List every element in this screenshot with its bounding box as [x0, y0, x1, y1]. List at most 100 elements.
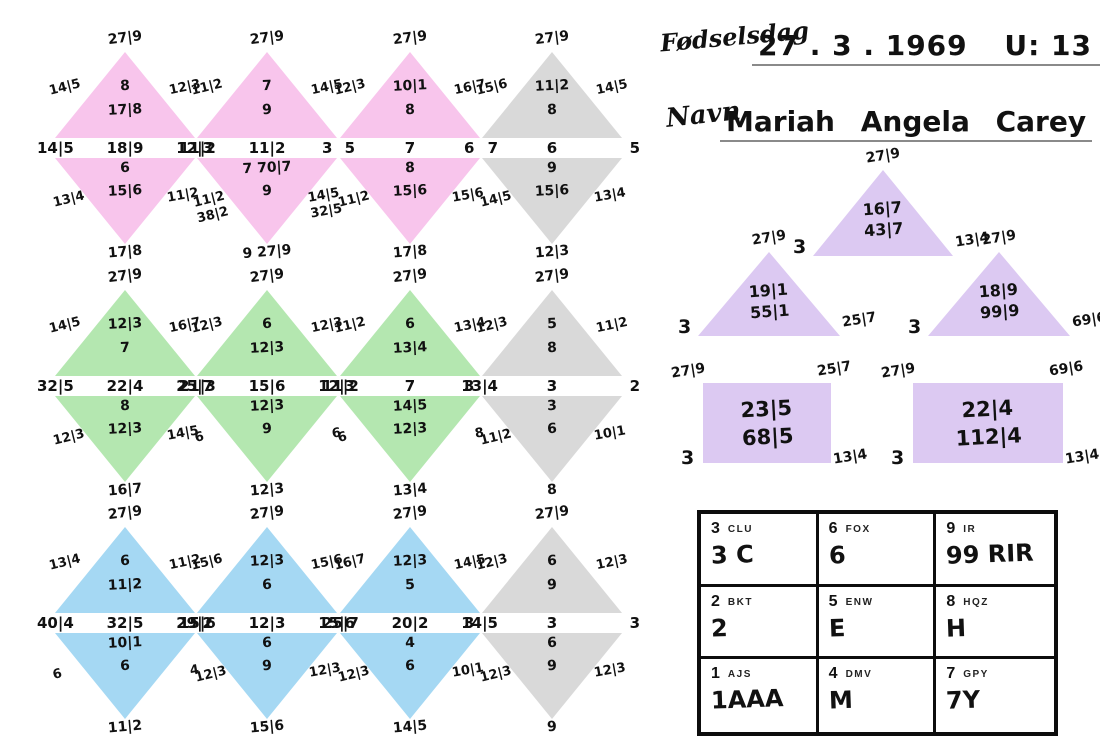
- diamond-band-center: 18|9: [106, 139, 144, 157]
- diamond-top-label: 27|9: [106, 27, 144, 49]
- grid-cell-number: 5: [828, 592, 838, 610]
- diamond-band-left: 3: [322, 139, 333, 157]
- diamond-band-left: 14|5: [37, 139, 74, 157]
- diamond-top-label: 27|9: [533, 27, 571, 49]
- diamond-top-label: 27|9: [391, 265, 429, 287]
- diamond-band-left: 21|3: [179, 377, 216, 395]
- grid-cell-printed-label: 4 DMV: [829, 666, 924, 682]
- rectangle-top-right-label: 25|7: [815, 358, 853, 380]
- diamond-band-center: 11|2: [248, 139, 286, 157]
- grid-cell-printed-label: 7 GPY: [946, 666, 1044, 682]
- grid-cell-number: 3: [711, 520, 720, 537]
- grid-cell-number: 6: [828, 520, 838, 537]
- grid-cell-printed-label: 6 FOX: [829, 521, 924, 537]
- diamond-band-center: 7: [404, 377, 416, 395]
- rectangle-bottom-left-label: 3: [681, 447, 695, 469]
- diamond-band-left: 40|4: [37, 614, 74, 632]
- diamond-band-left: 11|2: [322, 377, 359, 395]
- grid-cell-handwritten-value: 2: [710, 613, 729, 643]
- diamond-band-right: 15|6: [318, 614, 355, 632]
- rectangle-top-left-label: 27|9: [669, 360, 707, 382]
- grid-cell-number: 1: [711, 665, 720, 683]
- diamond-band-center: 32|5: [106, 614, 144, 632]
- rectangle-top-left-label: 27|9: [879, 360, 917, 382]
- diamond-band-center: 3: [546, 377, 558, 395]
- name-value: Mariah Angela Carey: [726, 105, 1087, 138]
- diamond-gray: 27|9 5 8 3 6 3 3 2 12|3 11|2 11|2 10|1 8: [464, 266, 640, 500]
- triangle-right-vertex-label: 69|6: [1070, 309, 1100, 331]
- diamond-band-left: 15|6: [179, 614, 216, 632]
- grid-cell: 9 IR 99 RIR: [936, 514, 1054, 587]
- grid-cell-handwritten-value: 99 RIR: [945, 538, 1035, 570]
- diamond-green: 27|9 6 12|3 12|3 9 21|3 15|6 12|3 12|3 12|3 6 6 12|3: [179, 266, 355, 500]
- diamond-band-right: 12|3: [318, 377, 355, 395]
- grid-cell: 1 AJS 1AAA: [701, 659, 819, 732]
- diamond-top-label: 27|9: [391, 27, 429, 49]
- life-rectangle: [703, 383, 831, 463]
- grid-cell-handwritten-value: 6: [828, 541, 846, 570]
- diamond-band-left: 32|5: [37, 377, 74, 395]
- diamond-pink: 27|9 10|1 8 8 15|6 3 7 7 12|3 16|7 11|2 15|6 17|8: [322, 28, 498, 262]
- diamond-band-center: 15|6: [248, 377, 286, 395]
- triangle-left-vertex-label: 3: [678, 316, 692, 338]
- grid-cell-number: 4: [828, 665, 838, 683]
- diamond-pink: 27|9 7 9 7 70|7 9 11|2 11|2 5 11|2 14|5 11|2 38|2 14…: [179, 28, 355, 262]
- grid-cell-code: GPY: [963, 669, 989, 681]
- diamond-pink: 27|9 8 17|8 6 15|6 14|5 18|9 12|3 14|5 12|3 13|4 11…: [37, 28, 213, 262]
- grid-cell: 3 CLU 3 C: [701, 514, 819, 587]
- grid-cell-handwritten-value: M: [828, 686, 854, 715]
- rectangle-values: 23|5 68|5: [702, 392, 833, 455]
- diamond-band-center: 12|3: [248, 614, 286, 632]
- birthday-value: 27 . 3 . 1969: [758, 29, 968, 62]
- triangle-right-vertex-label: 25|7: [840, 309, 878, 331]
- grid-cell-printed-label: 2 BKT: [711, 593, 806, 610]
- grid-cell-handwritten-value: 3 C: [710, 540, 755, 570]
- grid-cell-printed-label: 5 ENW: [828, 592, 924, 610]
- grid-cell-number: 7: [946, 665, 956, 683]
- diamond-band-right: 7: [487, 139, 498, 157]
- diamond-gray: 27|9 6 9 6 9 3 3 3 12|3 12|3 12|3 12|3 9: [464, 503, 640, 737]
- birthday-line: 27 . 3 . 1969 U: 13: [752, 12, 1100, 66]
- diamond-band-center: 22|4: [106, 377, 144, 395]
- grid-cell-printed-label: 8 HQZ: [946, 592, 1044, 610]
- diamond-band-center: 20|2: [391, 614, 429, 632]
- u-value: U: 13: [1004, 29, 1092, 62]
- grid-cell-number: 8: [946, 592, 956, 610]
- grid-cell: 2 BKT 2: [701, 586, 819, 660]
- diamond-band-right: 14|5: [461, 614, 498, 632]
- grid-cell-handwritten-value: 7Y: [945, 685, 981, 716]
- grid-cell-printed-label: 3 CLU: [711, 521, 806, 537]
- diamond-top-label: 27|9: [106, 265, 144, 287]
- triangle-left-vertex-label: 3: [793, 236, 807, 258]
- rectangle-top-right-label: 69|6: [1047, 358, 1085, 380]
- grid-cell-code: DMV: [845, 669, 873, 681]
- diamond-band-left: 3: [464, 614, 475, 632]
- diamond-band-right: 5: [629, 139, 640, 157]
- grid-cell-code: FOX: [845, 524, 871, 535]
- diamond-band-left: 3: [464, 377, 475, 395]
- rectangle-bottom-right-label: 13|4: [1063, 446, 1100, 468]
- life-rectangle: [913, 383, 1063, 463]
- diamond-band-right: 5: [344, 139, 355, 157]
- grid-cell: 5 ENW E: [818, 586, 937, 660]
- diamond-blue: 27|9 12|3 5 4 6 25|7 20|2 14|5 16|7 14|5 12|3 10|1 1…: [322, 503, 498, 737]
- grid-cell-printed-label: 9 IR: [946, 521, 1044, 537]
- grid-cell-handwritten-value: 1AAA: [710, 684, 784, 715]
- grid-cell: 6 FOX 6: [818, 514, 937, 587]
- name-line: Mariah Angela Carey: [720, 92, 1092, 142]
- diamond-band-right: 29|2: [176, 614, 213, 632]
- diamond-band-center: 6: [546, 139, 558, 157]
- diamond-blue: 27|9 6 11|2 10|1 6 40|4 32|5 29|2 13|4 11|2 6 4 11|2: [37, 503, 213, 737]
- diamond-band-center: 3: [546, 614, 558, 632]
- grid-cell-handwritten-value: H: [945, 613, 967, 643]
- diamond-band-right: 25|7: [176, 377, 213, 395]
- diamond-blue: 27|9 12|3 6 6 9 15|6 12|3 15|6 15|6 15|6 12|3 12|3 1…: [179, 503, 355, 737]
- diamond-band-right: 12|3: [176, 139, 213, 157]
- diamond-top-label: 27|9: [248, 265, 286, 287]
- grid-cell-code: ENW: [845, 596, 874, 608]
- grid-cell-printed-label: 1 AJS: [711, 666, 806, 682]
- diamond-gray: 27|9 11|2 8 9 15|6 6 6 5 15|6 14|5 14|5 13|4 12|3: [464, 28, 640, 262]
- grid-cell-number: 9: [946, 520, 956, 537]
- rectangle-bottom-left-label: 3: [891, 447, 905, 469]
- diamond-band-center: 7: [404, 139, 416, 157]
